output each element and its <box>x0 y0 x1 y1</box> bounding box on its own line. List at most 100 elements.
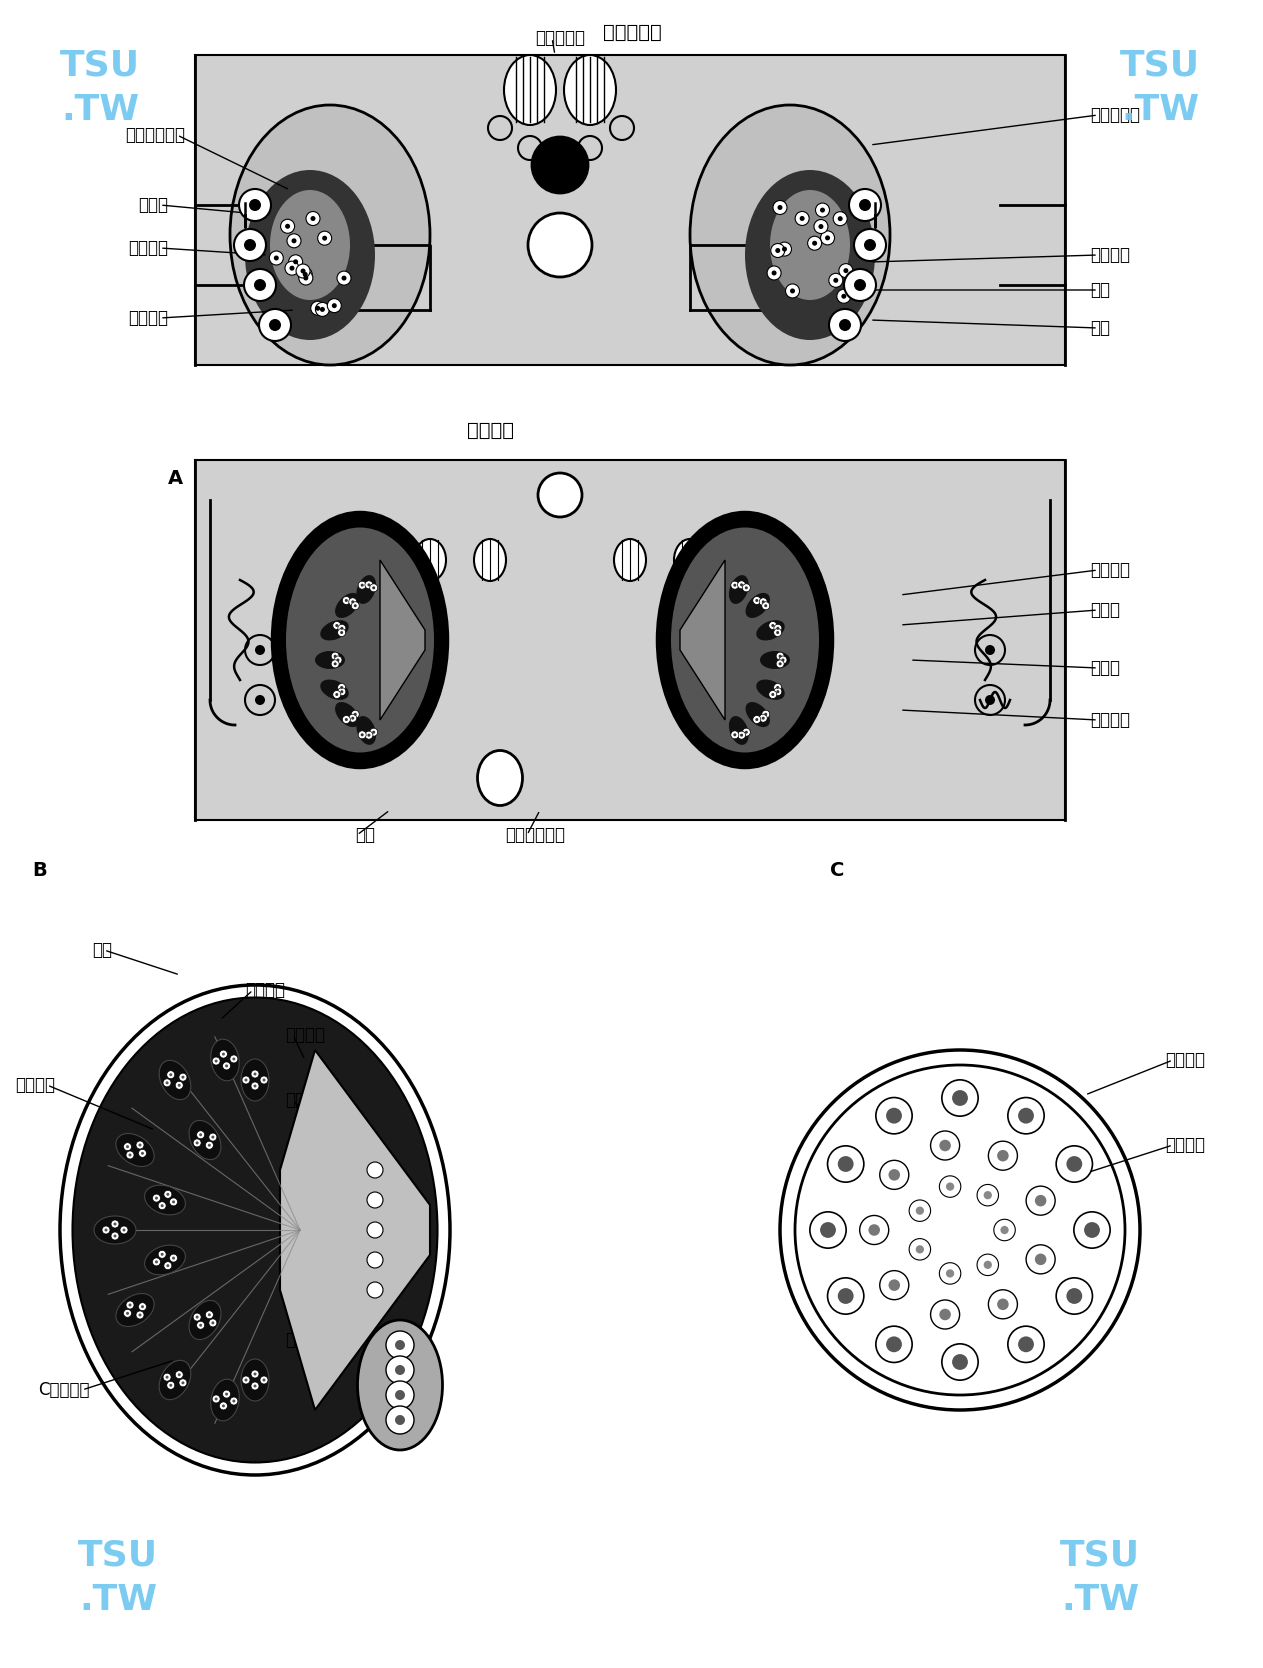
Circle shape <box>196 1141 198 1144</box>
Circle shape <box>796 212 810 225</box>
Text: 睾丸小隔: 睾丸小隔 <box>15 1076 56 1094</box>
Circle shape <box>136 1311 144 1319</box>
Circle shape <box>114 1234 116 1238</box>
Circle shape <box>931 1299 960 1329</box>
Circle shape <box>336 659 340 662</box>
Ellipse shape <box>757 620 784 641</box>
Circle shape <box>368 1283 383 1298</box>
Circle shape <box>153 1258 160 1266</box>
Circle shape <box>772 270 777 275</box>
Circle shape <box>844 269 877 300</box>
Circle shape <box>395 1364 405 1374</box>
Circle shape <box>786 284 799 299</box>
Circle shape <box>337 624 346 632</box>
Circle shape <box>206 1141 213 1149</box>
Circle shape <box>386 1381 414 1409</box>
Circle shape <box>222 1389 231 1398</box>
Circle shape <box>340 686 344 689</box>
Ellipse shape <box>314 651 345 669</box>
Circle shape <box>337 272 351 285</box>
Circle shape <box>351 717 354 719</box>
Circle shape <box>745 587 748 589</box>
Text: 生精小管: 生精小管 <box>245 981 285 999</box>
Circle shape <box>753 597 760 604</box>
Circle shape <box>984 1191 991 1199</box>
Circle shape <box>774 684 782 692</box>
Circle shape <box>888 1279 901 1291</box>
Circle shape <box>1008 1326 1045 1363</box>
Ellipse shape <box>504 55 556 125</box>
Circle shape <box>193 1139 201 1148</box>
Circle shape <box>813 220 829 234</box>
Circle shape <box>220 1401 227 1409</box>
Circle shape <box>197 1131 205 1139</box>
Text: 中肾旁管: 中肾旁管 <box>1090 711 1130 729</box>
Circle shape <box>779 656 787 664</box>
Circle shape <box>839 319 851 330</box>
Ellipse shape <box>614 539 645 580</box>
Circle shape <box>342 597 350 604</box>
Circle shape <box>200 1133 202 1136</box>
Circle shape <box>887 1108 902 1124</box>
Circle shape <box>368 1253 383 1268</box>
Bar <box>195 55 1065 365</box>
Circle shape <box>759 714 767 722</box>
Circle shape <box>984 1261 991 1269</box>
Circle shape <box>773 200 787 215</box>
Circle shape <box>997 1298 1009 1309</box>
Circle shape <box>532 137 589 193</box>
Text: 髓质: 髓质 <box>1090 280 1110 299</box>
Circle shape <box>827 1146 864 1183</box>
Circle shape <box>731 731 739 739</box>
Circle shape <box>743 584 750 592</box>
Circle shape <box>1026 1244 1055 1274</box>
Circle shape <box>340 627 344 631</box>
Circle shape <box>368 1163 383 1178</box>
Ellipse shape <box>690 105 890 365</box>
Circle shape <box>829 274 842 287</box>
Ellipse shape <box>241 1359 269 1401</box>
Circle shape <box>251 1383 259 1389</box>
Text: 中肾管: 中肾管 <box>1090 659 1120 677</box>
Ellipse shape <box>335 702 360 727</box>
Text: 睾丸素: 睾丸素 <box>1090 600 1120 619</box>
Circle shape <box>254 1384 256 1388</box>
Ellipse shape <box>144 1186 186 1214</box>
Circle shape <box>331 661 340 667</box>
Circle shape <box>755 599 758 602</box>
Ellipse shape <box>356 575 376 604</box>
Circle shape <box>249 198 261 210</box>
Text: .TW: .TW <box>1061 1583 1139 1616</box>
Circle shape <box>952 1091 967 1106</box>
Circle shape <box>239 188 272 220</box>
Ellipse shape <box>61 986 450 1475</box>
Circle shape <box>289 255 303 269</box>
Circle shape <box>774 624 782 632</box>
Circle shape <box>1026 1186 1055 1216</box>
Circle shape <box>940 1139 951 1151</box>
Text: TSU: TSU <box>1120 48 1200 82</box>
Circle shape <box>345 717 347 721</box>
Circle shape <box>274 255 279 260</box>
Circle shape <box>254 1373 256 1376</box>
Circle shape <box>169 1384 172 1386</box>
Circle shape <box>211 1321 215 1324</box>
Circle shape <box>160 1253 164 1256</box>
Circle shape <box>327 299 341 312</box>
Text: 精原细胞: 精原细胞 <box>1164 1051 1205 1069</box>
Ellipse shape <box>335 592 360 617</box>
Circle shape <box>869 1224 880 1236</box>
Text: 白膜: 白膜 <box>355 826 375 844</box>
Ellipse shape <box>770 190 850 300</box>
Circle shape <box>306 212 320 225</box>
Polygon shape <box>679 560 725 721</box>
Text: 肾上腺髓质: 肾上腺髓质 <box>536 28 585 47</box>
Ellipse shape <box>414 539 446 580</box>
Ellipse shape <box>729 716 749 746</box>
Circle shape <box>165 1376 168 1379</box>
Circle shape <box>875 1326 912 1363</box>
Circle shape <box>222 1063 231 1069</box>
Circle shape <box>779 654 782 657</box>
Circle shape <box>827 1278 864 1314</box>
Circle shape <box>254 279 266 290</box>
